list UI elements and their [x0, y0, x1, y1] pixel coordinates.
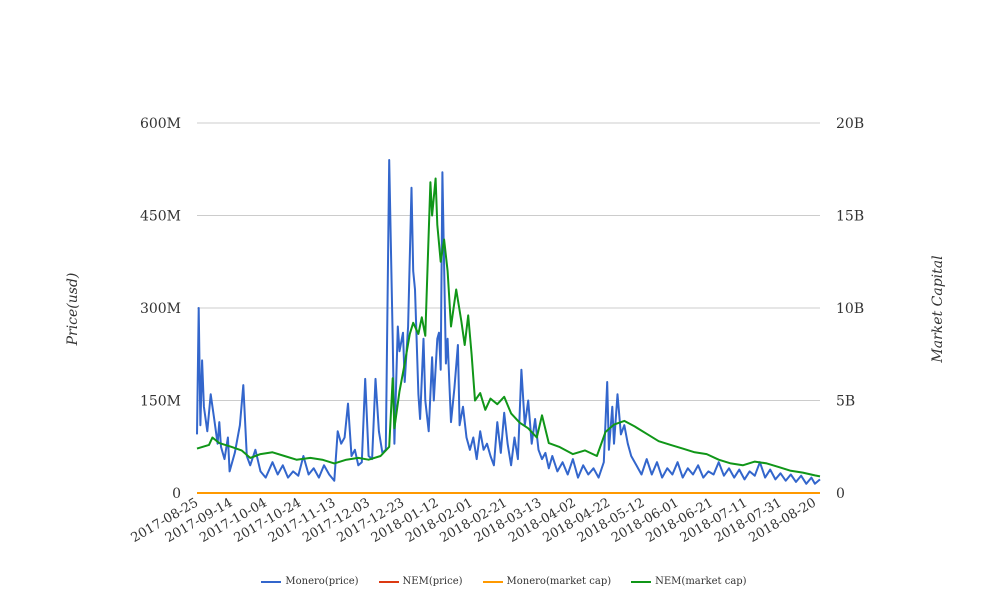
legend-item: Monero(market cap)	[482, 576, 612, 587]
x-axis-ticks: 2017-08-252017-09-142017-10-042017-10-24…	[129, 495, 819, 545]
left-axis-title: Price(usd)	[65, 273, 81, 347]
series-line-monero-price	[196, 159, 821, 485]
legend-swatch	[482, 580, 503, 583]
legend: Monero(price) NEM(price) Monero(market cap…	[0, 576, 1008, 587]
right-axis-ticks: 0 5B 10B 15B 20B	[836, 116, 864, 502]
legend-label: Monero(price)	[285, 576, 359, 587]
legend-label: Monero(market cap)	[506, 576, 612, 587]
left-tick-label: 450M	[140, 209, 181, 225]
right-axis-title: Market Capital	[930, 255, 946, 363]
legend-item: Monero(price)	[261, 576, 359, 587]
grid-lines	[197, 122, 820, 494]
series-lines	[196, 159, 821, 494]
right-tick-label: 15B	[836, 209, 864, 225]
series-line-nem-market-cap	[196, 177, 821, 478]
right-tick-label: 20B	[836, 116, 864, 132]
legend-label: NEM(market cap)	[655, 576, 747, 587]
right-tick-label: 5B	[836, 394, 855, 410]
legend-label: NEM(price)	[402, 576, 463, 587]
left-tick-label: 600M	[140, 116, 181, 132]
legend-swatch	[631, 580, 652, 583]
right-tick-label: 0	[836, 486, 845, 502]
right-tick-label: 10B	[836, 301, 864, 317]
left-tick-label: 300M	[140, 301, 181, 317]
legend-item: NEM(price)	[378, 576, 463, 587]
left-axis-ticks: 0 150M 300M 450M 600M	[140, 116, 181, 502]
left-tick-label: 0	[172, 486, 181, 502]
legend-swatch	[378, 580, 399, 583]
left-tick-label: 150M	[140, 394, 181, 410]
legend-item: NEM(market cap)	[631, 576, 747, 587]
legend-swatch	[261, 580, 282, 583]
